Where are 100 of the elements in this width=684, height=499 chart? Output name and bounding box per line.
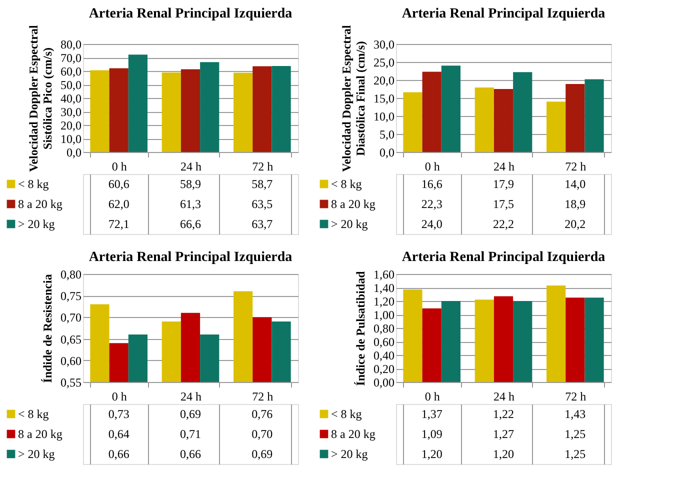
- data-label: 18,9: [564, 197, 586, 211]
- y-tick-label: 1,60: [374, 268, 394, 282]
- y-tick-label: 10,0: [60, 132, 82, 146]
- data-label: 24,0: [421, 217, 442, 231]
- data-label: 20,2: [564, 217, 586, 231]
- y-tick-label: 1,40: [374, 281, 394, 295]
- legend-label: < 8 kg: [18, 407, 49, 421]
- bar: [513, 72, 532, 152]
- y-tick-label: 1,20: [374, 294, 394, 308]
- data-label: 0,66: [180, 447, 201, 461]
- data-label: 1,20: [493, 447, 514, 461]
- y-tick-label: 30,0: [60, 105, 82, 119]
- legend-label: > 20 kg: [18, 217, 55, 231]
- bar: [272, 66, 291, 152]
- bar: [546, 102, 566, 152]
- bar: [494, 89, 514, 152]
- x-tick-label: 72 h: [565, 160, 586, 174]
- y-tick-label: 15,0: [374, 92, 394, 106]
- bar: [128, 54, 148, 152]
- x-tick-label: 0 h: [112, 390, 127, 404]
- y-tick-label: 0,0: [380, 146, 394, 160]
- bar: [403, 92, 422, 152]
- bar: [162, 72, 181, 152]
- x-tick-label: 24 h: [180, 390, 202, 404]
- bar: [422, 308, 442, 382]
- x-tick-label: 0 h: [424, 160, 440, 174]
- y-tick-label: 0,60: [374, 335, 394, 349]
- data-label: 1,25: [564, 427, 586, 441]
- legend-label: 8 a 20 kg: [331, 427, 376, 441]
- bar: [494, 296, 514, 382]
- y-tick-label: 20,0: [374, 74, 394, 88]
- y-tick-label: 50,0: [60, 78, 82, 92]
- x-tick-label: 24 h: [180, 160, 202, 174]
- y-tick-label: 20,0: [60, 118, 82, 132]
- bar: [513, 301, 532, 382]
- y-tick-label: 1,00: [374, 308, 394, 322]
- data-label: 0,73: [108, 407, 130, 421]
- x-tick-label: 24 h: [494, 390, 514, 404]
- data-label: 1,27: [493, 427, 514, 441]
- data-label: 22,2: [493, 217, 514, 231]
- y-tick-label: 0,80: [60, 268, 82, 282]
- y-axis-title: Velocidad Doppler Espectral Sistólica Pico (cm/s): [26, 24, 54, 172]
- y-tick-label: 70,0: [60, 51, 82, 65]
- data-label: 0,64: [108, 427, 130, 441]
- y-tick-label: 0,60: [60, 354, 82, 368]
- data-label: 58,9: [180, 177, 201, 191]
- data-label: 62,0: [108, 197, 130, 211]
- chart-title: Arteria Renal Principal Izquierda: [402, 250, 606, 265]
- data-label: 0,76: [252, 407, 273, 421]
- y-tick-label: 0,55: [60, 376, 82, 390]
- y-tick-label: 0,80: [374, 322, 394, 336]
- y-tick-label: 40,0: [60, 92, 82, 106]
- chart-title: Arteria Renal Principal Izquierda: [402, 6, 606, 22]
- data-label: 16,6: [421, 177, 442, 191]
- data-label: 0,70: [252, 427, 273, 441]
- y-axis-title: Índice de Pulsatibidad: [354, 270, 368, 386]
- bar: [109, 68, 128, 152]
- bar: [200, 62, 220, 152]
- x-tick-label: 24 h: [494, 160, 514, 174]
- data-label: 0,66: [108, 447, 130, 461]
- legend-label: < 8 kg: [18, 177, 49, 191]
- data-label: 0,69: [180, 407, 201, 421]
- data-label: 72,1: [108, 217, 130, 231]
- x-tick-label: 0 h: [112, 160, 127, 174]
- data-label: 14,0: [564, 177, 586, 191]
- data-label: 17,9: [493, 177, 514, 191]
- bar: [584, 79, 604, 152]
- legend-label: > 20 kg: [331, 447, 368, 461]
- x-tick-label: 0 h: [424, 390, 440, 404]
- data-label: 0,69: [252, 447, 273, 461]
- chart-title: Arteria Renal Principal Izquierda: [88, 250, 292, 265]
- bar: [180, 69, 200, 152]
- legend-label: 8 a 20 kg: [18, 197, 62, 211]
- y-tick-label: 0,65: [60, 332, 82, 346]
- data-label: 17,5: [493, 197, 514, 211]
- bar: [441, 66, 460, 152]
- bar: [441, 301, 460, 382]
- bar: [474, 300, 494, 382]
- bar: [252, 66, 272, 152]
- data-label: 61,3: [180, 197, 201, 211]
- x-tick-label: 72 h: [565, 390, 586, 404]
- bar: [584, 298, 604, 382]
- legend-label: < 8 kg: [331, 407, 362, 421]
- y-tick-label: 0,00: [374, 376, 394, 390]
- y-tick-label: 0,40: [374, 348, 394, 362]
- data-label: 66,6: [180, 217, 201, 231]
- bar: [422, 72, 442, 152]
- chart-title: Arteria Renal Principal Izquierda: [88, 6, 292, 22]
- y-tick-label: 30,0: [374, 38, 394, 52]
- legend-label: 8 a 20 kg: [331, 197, 376, 211]
- bar: [566, 84, 585, 152]
- legend-label: > 20 kg: [331, 217, 368, 231]
- bar: [234, 72, 253, 152]
- bar: [474, 88, 494, 152]
- y-axis-title: Velocidad Doppler Espectral Diastólica Final (cm/s): [340, 24, 368, 172]
- data-label: 1,09: [421, 427, 442, 441]
- data-label: 63,5: [252, 197, 273, 211]
- y-tick-label: 0,70: [60, 310, 82, 325]
- data-label: 22,3: [421, 197, 442, 211]
- y-tick-label: 60,0: [60, 64, 82, 78]
